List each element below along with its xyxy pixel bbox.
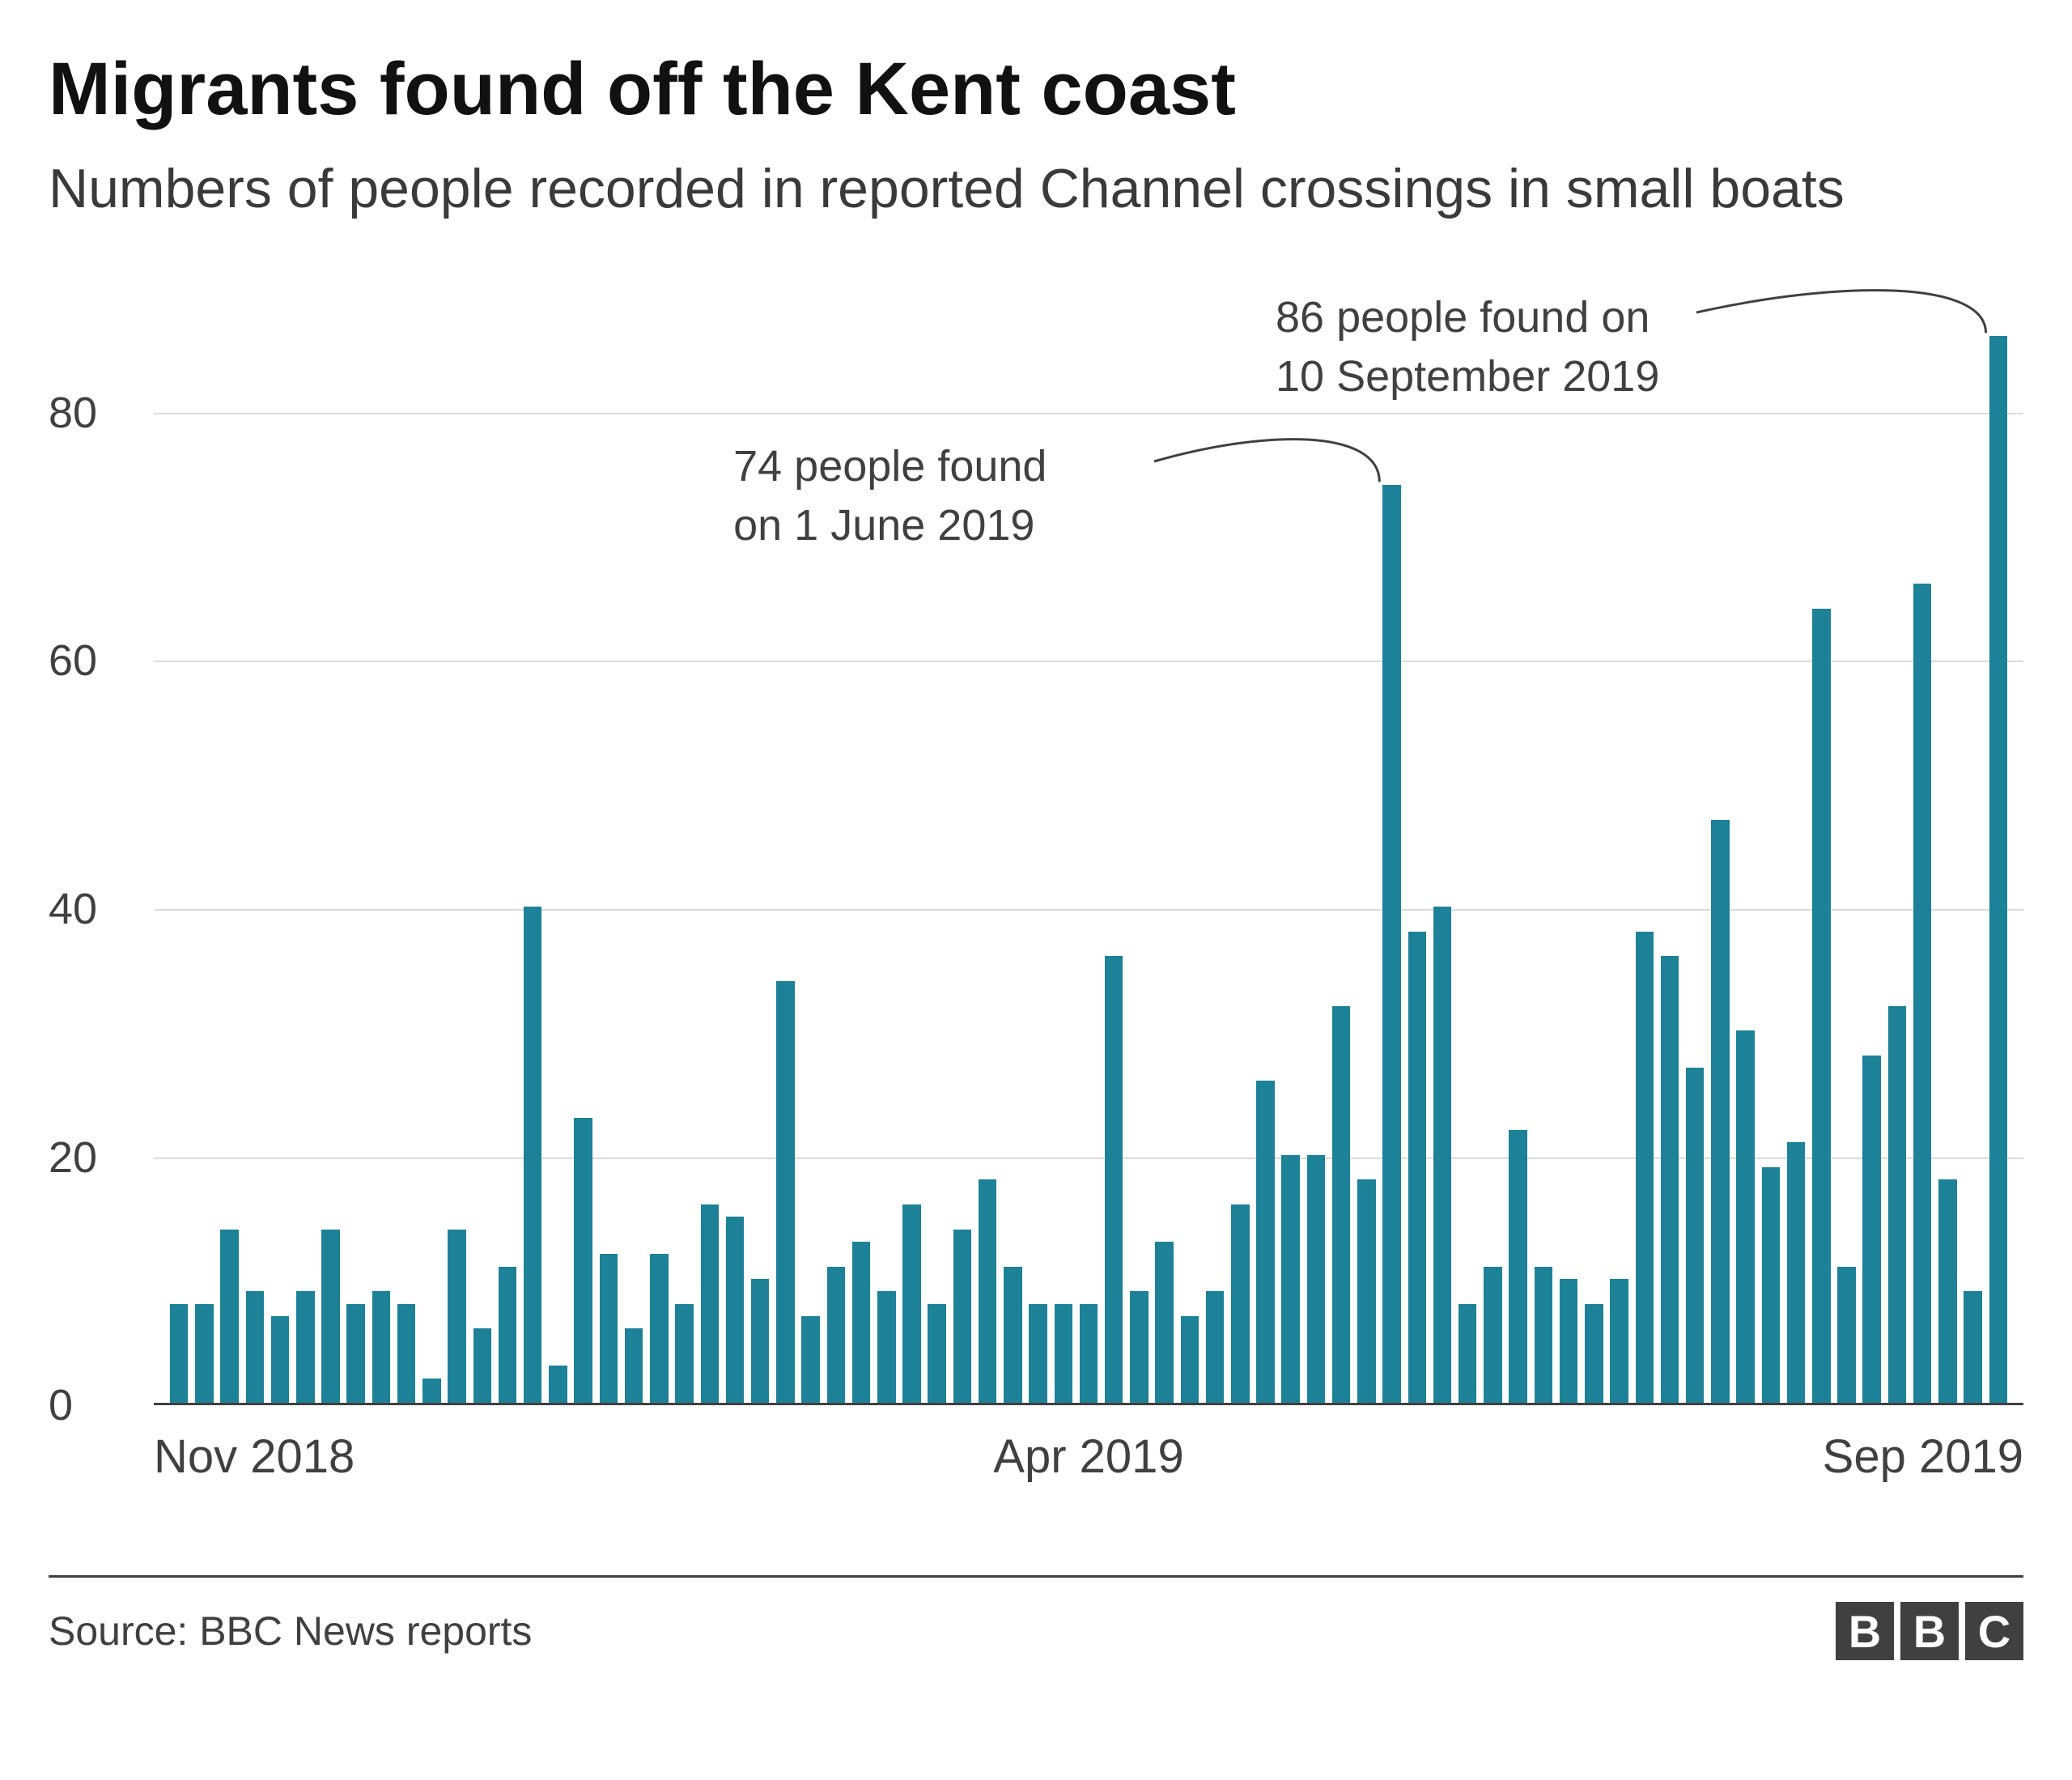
y-tick-label: 60 (49, 635, 97, 686)
bar (1585, 1304, 1603, 1404)
bar (1357, 1179, 1375, 1403)
bar (902, 1204, 920, 1403)
bar (751, 1279, 769, 1403)
bar (1736, 1030, 1754, 1403)
chart-footer: Source: BBC News reports BBC (49, 1575, 2023, 1660)
annotation-label: 74 people foundon 1 June 2019 (733, 437, 1047, 555)
bar (1332, 1006, 1350, 1404)
bar (499, 1267, 516, 1404)
bar (852, 1242, 870, 1403)
bar (953, 1230, 971, 1404)
bar (1155, 1242, 1173, 1403)
bar (1181, 1316, 1199, 1403)
bar (296, 1291, 314, 1403)
bbc-logo-box: C (1965, 1602, 2023, 1660)
bar (1661, 956, 1679, 1403)
bar (1964, 1291, 1981, 1403)
chart-figure: Migrants found off the Kent coast Number… (0, 0, 2072, 1780)
bar (1812, 609, 1830, 1403)
bar (1433, 907, 1451, 1403)
bar (1711, 820, 1729, 1404)
bar (1888, 1006, 1906, 1404)
y-tick-label: 40 (49, 884, 97, 934)
bbc-logo: BBC (1836, 1602, 2023, 1660)
bar (1231, 1204, 1249, 1403)
bar (801, 1316, 819, 1403)
annotation-label: 86 people found on10 September 2019 (1276, 288, 1659, 406)
bar (726, 1217, 744, 1403)
bar (1408, 932, 1426, 1404)
bar (346, 1304, 364, 1404)
bar (170, 1304, 188, 1404)
bar (422, 1379, 440, 1404)
bar (1307, 1155, 1325, 1404)
chart-subtitle: Numbers of people recorded in reported C… (49, 155, 1942, 223)
bar (1382, 485, 1400, 1404)
bar (271, 1316, 289, 1403)
bar (448, 1230, 465, 1404)
bar (1055, 1304, 1072, 1404)
bbc-logo-box: B (1836, 1602, 1894, 1660)
bar (776, 981, 794, 1403)
plot-area: 020406080 74 people foundon 1 June 20198… (49, 288, 2023, 1405)
bar (1130, 1291, 1148, 1403)
bar (1458, 1304, 1476, 1404)
bar (1787, 1142, 1805, 1403)
bar (246, 1291, 264, 1403)
source-label: Source: BBC News reports (49, 1608, 532, 1655)
bars-group (154, 288, 2023, 1403)
bar (1535, 1267, 1552, 1404)
bar (1762, 1167, 1780, 1403)
bar (372, 1291, 390, 1403)
bar (1837, 1267, 1855, 1404)
bar (1509, 1130, 1526, 1403)
bar (650, 1254, 668, 1403)
bar (397, 1304, 415, 1404)
bar (1206, 1291, 1224, 1403)
bar (675, 1304, 693, 1404)
bar (625, 1328, 643, 1403)
chart-title: Migrants found off the Kent coast (49, 49, 2023, 130)
x-tick-label: Sep 2019 (1823, 1430, 2023, 1484)
bar (827, 1267, 845, 1404)
y-tick-label: 20 (49, 1132, 97, 1183)
bar (549, 1366, 567, 1403)
bar (1484, 1267, 1501, 1404)
bar (701, 1204, 719, 1403)
bar (1686, 1068, 1704, 1403)
bar (1636, 932, 1654, 1404)
bar (928, 1304, 945, 1404)
bar (524, 907, 541, 1403)
x-tick-label: Apr 2019 (993, 1430, 1183, 1484)
bar (473, 1328, 491, 1403)
bar (979, 1179, 996, 1403)
bar (877, 1291, 895, 1403)
bar (1862, 1056, 1880, 1403)
bar (1004, 1267, 1021, 1404)
bar (1560, 1279, 1577, 1403)
bar (1029, 1304, 1047, 1404)
x-tick-label: Nov 2018 (154, 1430, 355, 1484)
bar (1938, 1179, 1956, 1403)
bar (1281, 1155, 1299, 1404)
bbc-logo-box: B (1900, 1602, 1959, 1660)
bar (600, 1254, 618, 1403)
bar (321, 1230, 339, 1404)
bar (1913, 584, 1931, 1403)
bar (1105, 956, 1123, 1403)
bar (1989, 336, 2007, 1404)
bar (1610, 1279, 1628, 1403)
x-axis: Nov 2018 Apr 2019 Sep 2019 (49, 1430, 2023, 1527)
bar (1080, 1304, 1098, 1404)
bar (1256, 1081, 1274, 1404)
bar (220, 1230, 238, 1404)
y-tick-label: 80 (49, 388, 97, 438)
plot-inner: 74 people foundon 1 June 2019 86 people f… (154, 288, 2023, 1405)
bar (574, 1118, 592, 1404)
bar (195, 1304, 213, 1404)
y-tick-label: 0 (49, 1380, 73, 1430)
